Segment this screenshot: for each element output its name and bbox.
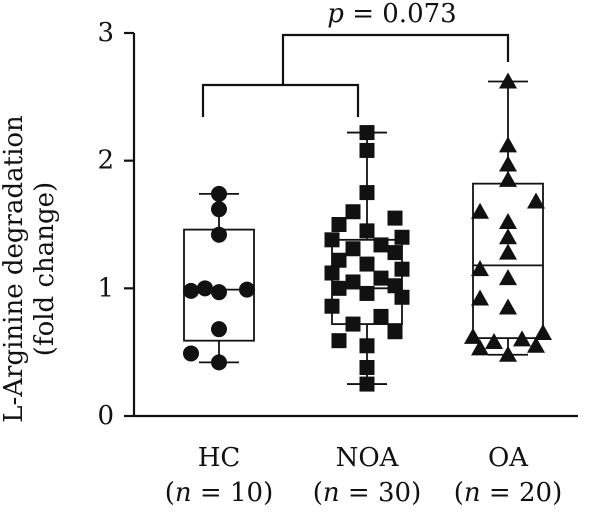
- point-hc: [211, 321, 227, 338]
- y-ticks: 0 1 2 3: [97, 18, 134, 431]
- point-hc: [183, 282, 199, 299]
- point-noa: [373, 308, 389, 324]
- point-noa: [324, 232, 340, 248]
- point-noa: [394, 261, 410, 277]
- group-n-label: (n = 20): [454, 478, 562, 508]
- point-hc: [239, 281, 255, 298]
- point-noa: [324, 298, 340, 314]
- point-oa: [499, 155, 517, 172]
- y-tick-label: 3: [97, 18, 114, 48]
- point-noa: [359, 223, 375, 239]
- point-oa: [499, 345, 517, 362]
- point-hc: [211, 185, 227, 202]
- point-noa: [359, 376, 375, 392]
- x-tick-label-oa: OA: [488, 443, 529, 473]
- point-noa: [345, 241, 361, 257]
- point-oa: [534, 324, 552, 341]
- point-noa: [345, 316, 361, 332]
- group-n-label: (n = 30): [313, 478, 421, 508]
- point-oa: [471, 339, 489, 356]
- point-oa: [471, 289, 489, 306]
- point-noa: [359, 338, 375, 354]
- point-noa: [331, 252, 347, 268]
- point-oa: [471, 202, 489, 219]
- point-noa: [394, 289, 410, 305]
- point-hc: [211, 354, 227, 371]
- point-noa: [345, 274, 361, 290]
- point-noa: [359, 142, 375, 158]
- point-noa: [387, 245, 403, 261]
- data-points: [183, 72, 552, 392]
- point-noa: [373, 237, 389, 253]
- p-value-annotation: p = 0.073: [327, 0, 456, 29]
- y-axis-label: L-Arginine degradation (fold change): [0, 115, 60, 423]
- y-tick-label: 0: [97, 401, 114, 431]
- point-oa: [499, 136, 517, 153]
- point-noa: [331, 333, 347, 349]
- y-axis-label-line-2: (fold change): [30, 182, 60, 356]
- point-oa: [499, 298, 517, 315]
- point-oa: [499, 228, 517, 245]
- point-oa: [471, 260, 489, 277]
- x-tick-labels: HC (n = 10) NOA (n = 30) OA (n = 20): [165, 443, 562, 508]
- point-noa: [387, 278, 403, 294]
- point-oa: [499, 212, 517, 229]
- y-axis-label-line-1: L-Arginine degradation: [0, 115, 29, 423]
- point-hc: [211, 284, 227, 301]
- point-oa: [527, 192, 545, 209]
- point-hc: [197, 280, 213, 297]
- x-tick-label-noa: NOA: [336, 443, 400, 473]
- significance-bracket: p = 0.073: [201, 0, 510, 117]
- point-oa: [485, 332, 503, 349]
- bracket-to-oa: [281, 33, 510, 85]
- point-noa: [359, 359, 375, 375]
- point-oa: [513, 330, 531, 347]
- point-hc: [211, 201, 227, 218]
- point-noa: [345, 204, 361, 220]
- point-noa: [394, 229, 410, 245]
- bracket-hc-noa: [201, 83, 360, 117]
- point-oa: [527, 336, 545, 353]
- y-tick-label: 1: [97, 273, 114, 303]
- point-oa: [499, 72, 517, 89]
- y-tick-label: 2: [97, 146, 114, 176]
- point-noa: [359, 125, 375, 141]
- point-noa: [373, 270, 389, 286]
- point-noa: [331, 217, 347, 232]
- point-hc: [211, 226, 227, 243]
- point-noa: [331, 280, 347, 296]
- point-noa: [359, 256, 375, 272]
- point-hc: [183, 345, 199, 362]
- group-n-label: (n = 10): [165, 478, 273, 508]
- point-oa: [499, 269, 517, 286]
- point-noa: [359, 285, 375, 301]
- point-noa: [359, 185, 375, 201]
- point-noa: [387, 210, 403, 226]
- x-tick-label-hc: HC: [198, 443, 241, 473]
- point-noa: [324, 265, 340, 281]
- point-oa: [499, 243, 517, 260]
- point-oa: [464, 327, 482, 344]
- point-noa: [387, 324, 403, 340]
- point-oa: [499, 170, 517, 187]
